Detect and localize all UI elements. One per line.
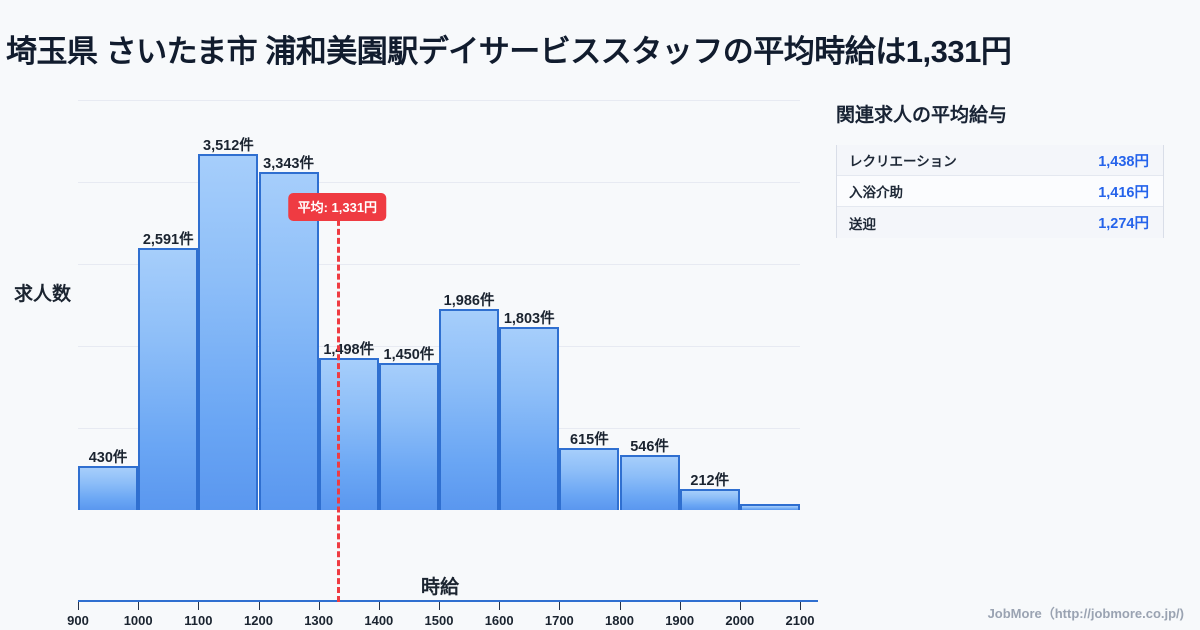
bar-value-label: 615件 [570,431,609,448]
x-axis-tick [78,602,79,610]
bar-value-label: 212件 [690,472,730,489]
x-axis-tick-label: 1000 [123,613,153,628]
x-axis-tick [318,602,320,610]
histogram-bar [198,154,259,510]
x-axis-tick [499,602,501,610]
x-axis-tick-label: 1700 [544,613,574,628]
related-job-row: 送迎 1,274円 [837,207,1163,238]
x-axis-tick [619,602,621,610]
x-axis-tick-label: 2100 [785,613,815,628]
chart-bars [78,100,800,510]
x-axis-tick-label: 1200 [244,613,273,628]
related-job-label: 送迎 [849,216,876,232]
x-axis-tick-label: 2000 [725,613,755,628]
x-axis-tick-label: 1900 [665,613,695,628]
related-job-row: 入浴介助 1,416円 [837,176,1163,207]
bar-value-label: 1,450件 [383,347,435,364]
x-axis-tick [439,602,440,610]
histogram-bar [138,247,199,510]
x-axis-tick [559,602,561,610]
histogram-bar [679,488,740,510]
x-axis-line [78,600,818,602]
histogram-bar [318,358,379,510]
gridline [78,182,800,183]
related-job-value: 1,274円 [1098,216,1149,232]
x-axis-ticks: 900 1000 1100 1200 1300 1400 1500 1600 1700 1800 1… [67,602,818,630]
bar-value-label: 1,498件 [323,342,375,359]
related-job-label: 入浴介助 [849,185,903,200]
bar-value-label: 1,803件 [503,311,555,328]
x-axis-tick-label: 900 [67,613,89,628]
related-jobs-table: レクリエーション 1,438円入浴介助 1,416円送迎 1,274円 [836,145,1164,238]
related-jobs-title: 関連求人の平均給与 [836,105,1008,126]
x-axis-tick [800,602,801,610]
gridline [78,264,800,265]
source-credit: JobMore（http://jobmore.co.jp/) [987,606,1184,621]
x-axis-tick-label: 1100 [184,613,213,628]
bar-value-label: 430件 [88,450,128,467]
x-axis-tick [378,602,380,610]
x-axis-tick-label: 1400 [364,613,394,628]
x-axis-tick [679,602,681,610]
x-axis-tick-label: 1600 [484,613,514,628]
x-axis-tick-label: 1300 [304,613,334,628]
histogram-bar [559,447,620,510]
bar-value-label: 546件 [630,438,669,455]
bar-value-label: 3,512件 [203,138,254,155]
histogram-bar [619,454,680,510]
average-line [337,202,341,602]
related-job-row: レクリエーション 1,438円 [837,145,1163,176]
x-axis-tick [739,602,741,610]
histogram-bar [499,327,560,510]
gridline [78,100,800,101]
histogram-bar [439,308,500,510]
x-axis-tick [138,602,140,610]
histogram-bar [258,171,319,510]
x-axis-label: 時給 [420,577,459,598]
histogram-chart: 430件 2,591件 3,512件 3,343件 1,498件 1,450件 1,986件… [0,90,830,628]
x-axis-tick-label: 1500 [424,613,454,628]
related-job-label: レクリエーション [849,154,957,169]
histogram-bar [78,466,139,510]
related-job-value: 1,416円 [1098,184,1149,201]
histogram-bar [739,503,800,510]
histogram-bar [378,363,439,510]
y-axis-label: 求人数 [14,284,72,305]
bar-value-label: 3,343件 [263,155,314,172]
x-axis-tick [258,602,260,610]
page-title: 埼玉県 さいたま市 浦和美園駅デイサービススタッフの平均時給は1,331円 [6,34,1012,69]
related-jobs-panel: 関連求人の平均給与 レクリエーション 1,438円入浴介助 1,416円送迎 1,27… [836,100,1176,238]
bar-value-label: 2,591件 [142,231,194,248]
average-badge: 平均: 1,331円 [288,193,387,221]
related-job-value: 1,438円 [1098,153,1149,170]
x-axis-tick [198,602,200,610]
x-axis-tick-label: 1800 [605,613,634,628]
bar-value-label: 1,986件 [443,292,495,309]
